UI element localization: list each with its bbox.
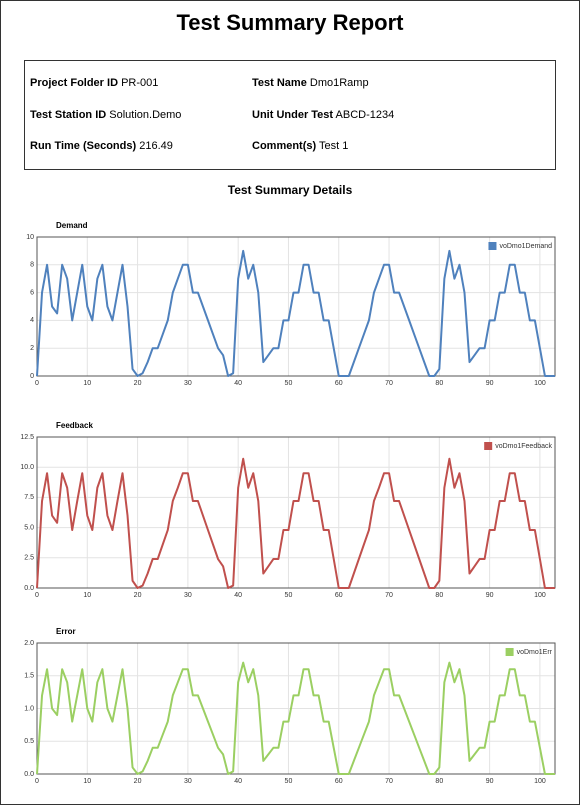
x-tick-label: 60: [335, 592, 343, 599]
info-item: Comment(s) Test 1: [252, 140, 348, 152]
legend-label: voDmo1Feedback: [495, 443, 552, 450]
info-item: Run Time (Seconds) 216.49: [30, 140, 173, 152]
x-tick-label: 60: [335, 380, 343, 387]
info-value: Test 1: [319, 140, 349, 152]
x-tick-label: 90: [486, 778, 494, 785]
info-box: Project Folder ID PR-001 Test Name Dmo1R…: [24, 60, 556, 170]
y-tick-label: 10.0: [20, 464, 34, 471]
legend-swatch: [488, 242, 497, 250]
info-label: Unit Under Test: [252, 109, 334, 121]
info-item: Test Name Dmo1Ramp: [252, 77, 369, 89]
x-tick-label: 10: [83, 380, 91, 387]
info-value: PR-001: [121, 77, 159, 89]
y-tick-label: 2: [30, 345, 34, 352]
y-tick-label: 0: [30, 373, 34, 380]
x-tick-label: 30: [184, 592, 192, 599]
x-tick-label: 40: [234, 380, 242, 387]
info-value: Solution.Demo: [109, 109, 182, 121]
x-tick-label: 0: [35, 778, 39, 785]
chart-title: Demand: [56, 221, 88, 230]
y-tick-label: 0.0: [24, 585, 34, 592]
x-tick-label: 80: [435, 380, 443, 387]
info-label: Comment(s): [252, 140, 317, 152]
x-tick-label: 90: [486, 592, 494, 599]
x-tick-label: 90: [486, 380, 494, 387]
plot-frame: [36, 642, 556, 775]
x-tick-label: 70: [385, 592, 393, 599]
y-tick-label: 4: [30, 317, 34, 324]
x-tick-label: 10: [83, 592, 91, 599]
x-tick-label: 20: [134, 592, 142, 599]
plot-frame: [36, 236, 556, 377]
chart-title: Error: [56, 627, 76, 636]
y-tick-label: 0.0: [24, 771, 34, 778]
report-title: Test Summary Report: [176, 10, 404, 35]
x-tick-label: 70: [385, 778, 393, 785]
info-value: 216.49: [139, 140, 173, 152]
x-tick-label: 40: [234, 778, 242, 785]
info-value: ABCD-1234: [335, 109, 395, 121]
x-tick-label: 100: [534, 380, 546, 387]
x-tick-label: 80: [435, 778, 443, 785]
info-item: Test Station ID Solution.Demo: [30, 109, 181, 121]
legend-swatch: [484, 442, 493, 450]
y-tick-label: 2.0: [24, 640, 34, 647]
chart-title: Feedback: [56, 421, 93, 430]
series-line: [36, 661, 555, 775]
info-value: Dmo1Ramp: [309, 77, 369, 89]
x-tick-label: 10: [83, 778, 91, 785]
y-tick-label: 10: [26, 234, 34, 241]
series-line: [36, 457, 555, 589]
x-tick-label: 50: [285, 592, 293, 599]
x-tick-label: 100: [534, 592, 546, 599]
info-item: Project Folder ID PR-001: [30, 77, 158, 89]
plot-frame: [36, 436, 556, 589]
x-tick-label: 0: [35, 380, 39, 387]
x-tick-label: 30: [184, 778, 192, 785]
info-label: Test Name: [252, 77, 307, 89]
y-tick-label: 12.5: [20, 434, 34, 441]
info-label: Run Time (Seconds): [30, 140, 137, 152]
y-tick-label: 1.0: [24, 705, 34, 712]
x-tick-label: 100: [534, 778, 546, 785]
y-tick-label: 0.5: [24, 738, 34, 745]
info-item: Unit Under Test ABCD-1234: [252, 109, 394, 121]
legend-label: voDmo1Err: [517, 649, 553, 656]
y-tick-label: 2.5: [24, 555, 34, 562]
x-tick-label: 60: [335, 778, 343, 785]
x-tick-label: 20: [134, 778, 142, 785]
legend-swatch: [505, 648, 514, 656]
y-tick-label: 8: [30, 262, 34, 269]
section-title: Test Summary Details: [227, 183, 353, 197]
x-tick-label: 50: [285, 778, 293, 785]
y-tick-label: 6: [30, 289, 34, 296]
x-tick-label: 80: [435, 592, 443, 599]
y-tick-label: 1.5: [24, 673, 34, 680]
legend-label: voDmo1Demand: [499, 243, 552, 250]
info-label: Project Folder ID: [30, 77, 119, 89]
x-tick-label: 20: [134, 380, 142, 387]
series-line: [36, 249, 555, 377]
x-tick-label: 0: [35, 592, 39, 599]
x-tick-label: 70: [385, 380, 393, 387]
x-tick-label: 40: [234, 592, 242, 599]
info-label: Test Station ID: [30, 109, 107, 121]
y-tick-label: 5.0: [24, 524, 34, 531]
y-tick-label: 7.5: [24, 494, 34, 501]
x-tick-label: 50: [285, 380, 293, 387]
x-tick-label: 30: [184, 380, 192, 387]
